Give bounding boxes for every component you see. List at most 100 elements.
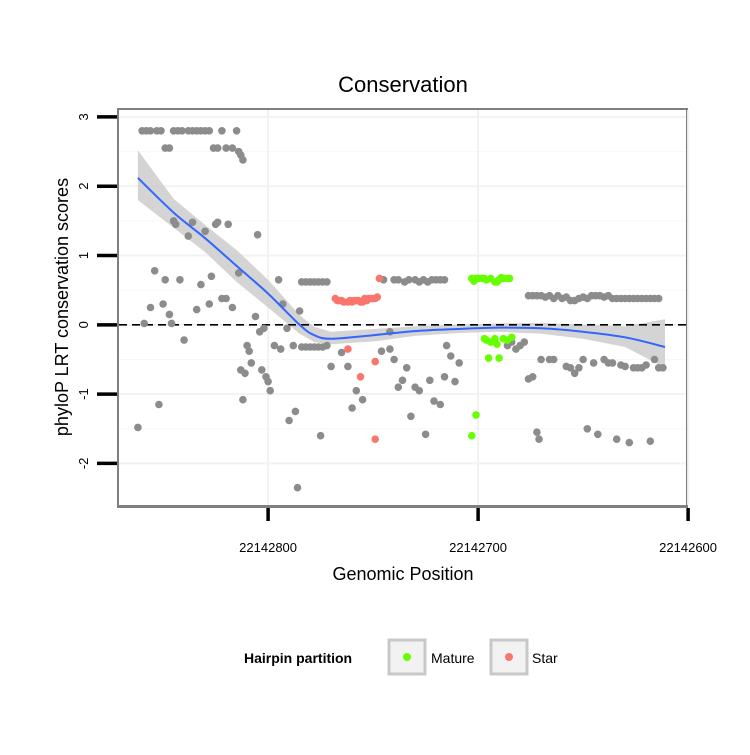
data-point-other — [205, 127, 214, 135]
y-tick-label: -2 — [76, 458, 91, 470]
y-tick-label: 1 — [76, 252, 91, 259]
data-point-other — [224, 220, 232, 229]
data-point-other — [295, 307, 304, 315]
data-point-other — [533, 428, 541, 437]
data-point-other — [440, 373, 449, 381]
data-point-other — [316, 431, 325, 440]
chart-title: Conservation — [338, 72, 468, 97]
data-point-other — [241, 369, 249, 378]
ribbon-layer — [137, 150, 665, 368]
data-point-other — [659, 364, 667, 372]
data-point-other — [442, 341, 451, 350]
data-point-other — [184, 232, 193, 240]
data-point-other — [589, 359, 598, 367]
data-point-other — [447, 352, 455, 360]
data-point-other — [390, 355, 398, 364]
data-point-other — [260, 324, 268, 333]
data-point-other — [398, 376, 407, 385]
x-tick-label: 22142600 — [659, 540, 717, 555]
legend-item-mature: Mature — [387, 638, 475, 676]
data-point-other — [159, 300, 167, 308]
data-point-other — [650, 355, 659, 364]
legend-swatch-star — [505, 653, 513, 661]
data-point-mature — [505, 274, 514, 283]
x-tick-label: 22142700 — [449, 540, 507, 555]
legend-item-star: Star — [489, 638, 558, 676]
data-point-other — [440, 276, 449, 284]
data-point-other — [421, 430, 430, 439]
x-tick-label: 22142800 — [239, 540, 297, 555]
legend-label-star: Star — [532, 650, 558, 666]
legend-label-mature: Mature — [431, 650, 475, 666]
data-point-other — [222, 294, 230, 303]
data-point-other — [155, 400, 163, 409]
data-point-other — [161, 276, 169, 284]
data-point-other — [228, 303, 237, 312]
data-point-other — [549, 355, 558, 364]
points-layer — [134, 127, 667, 492]
data-point-other — [608, 359, 617, 367]
data-point-other — [358, 395, 367, 404]
data-point-other — [344, 362, 352, 371]
data-point-other — [646, 437, 655, 446]
data-point-other — [291, 407, 300, 416]
data-point-other — [323, 341, 331, 350]
data-point-star — [371, 357, 380, 366]
legend-title: Hairpin partition — [244, 650, 352, 666]
data-point-other — [188, 218, 197, 227]
data-point-other — [283, 324, 291, 333]
data-point-other — [239, 156, 247, 164]
x-axis: 22142800 22142700 22142600 — [117, 506, 717, 555]
y-axis: -2 -1 0 1 2 3 — [76, 113, 117, 469]
data-point-other — [201, 227, 209, 236]
data-point-other — [289, 341, 298, 350]
plot-border — [117, 108, 688, 507]
y-tick-label: 3 — [76, 113, 91, 120]
data-point-other — [251, 312, 260, 321]
data-point-other — [171, 220, 180, 229]
data-point-mature — [495, 354, 503, 362]
data-point-other — [402, 364, 411, 372]
data-point-other — [348, 404, 356, 412]
data-point-other — [165, 144, 174, 152]
data-point-other — [276, 345, 285, 353]
y-axis-title: phyloP LRT conservation scores — [52, 178, 72, 436]
data-point-other — [394, 383, 403, 392]
data-point-other — [327, 362, 335, 371]
data-point-other — [218, 127, 226, 135]
data-point-mature — [468, 431, 476, 440]
data-point-other — [575, 364, 583, 372]
data-point-other — [405, 276, 413, 284]
y-tick-label: 2 — [76, 183, 91, 190]
data-point-other — [207, 272, 216, 281]
data-point-other — [213, 144, 222, 152]
legend-key-star — [489, 638, 529, 676]
data-point-other — [180, 336, 188, 344]
data-point-other — [192, 305, 201, 314]
data-point-other — [537, 355, 545, 364]
smooth-layer — [137, 177, 666, 348]
data-point-other — [323, 278, 331, 286]
data-point-star — [371, 435, 380, 444]
data-point-other — [377, 347, 386, 356]
data-point-other — [134, 423, 142, 432]
data-point-star — [375, 274, 384, 283]
data-point-other — [274, 276, 283, 284]
data-point-other — [176, 276, 184, 284]
data-point-other — [167, 319, 176, 328]
legend: Hairpin partition Mature Star — [244, 638, 558, 676]
data-point-other — [232, 127, 241, 135]
smooth-trend-line — [137, 177, 666, 348]
data-point-other — [352, 386, 361, 395]
data-point-other — [258, 366, 266, 374]
data-point-other — [222, 144, 230, 152]
data-point-other — [146, 303, 155, 312]
data-point-other — [451, 377, 459, 386]
data-point-other — [213, 218, 222, 227]
data-point-other — [165, 310, 174, 319]
data-point-other — [612, 435, 621, 444]
data-point-other — [394, 276, 403, 284]
data-point-other — [247, 359, 256, 367]
